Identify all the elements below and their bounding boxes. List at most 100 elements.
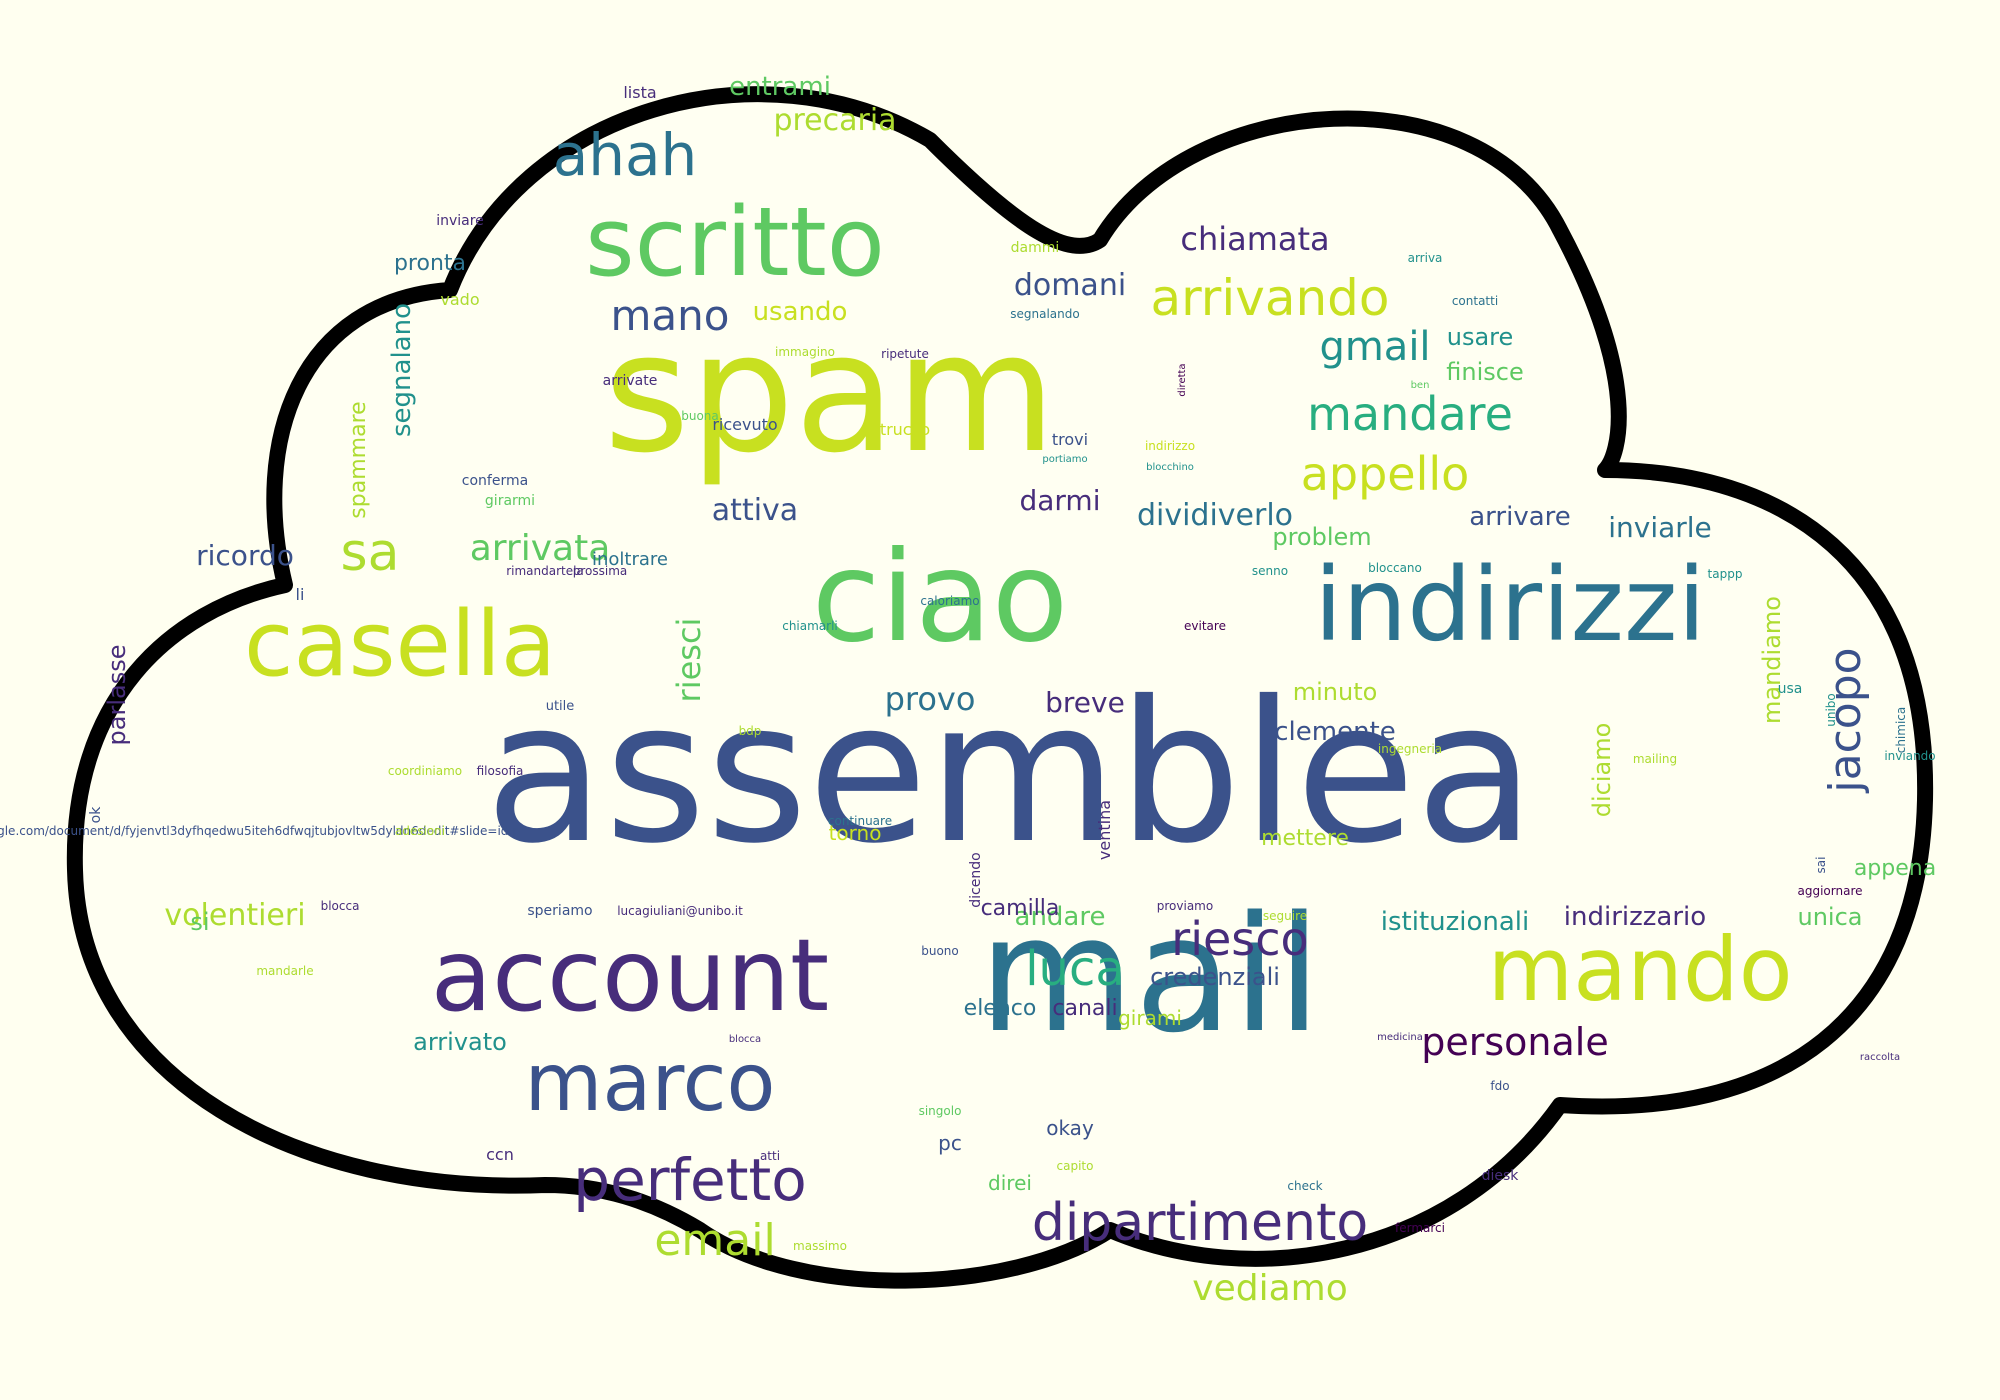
cloud-word: pc (938, 1131, 962, 1155)
cloud-word: camilla (981, 896, 1060, 921)
cloud-word: mando (1487, 918, 1792, 1021)
cloud-word: senno (1252, 564, 1288, 578)
cloud-word: segnalando (1010, 307, 1079, 321)
cloud-word: usando (753, 297, 848, 327)
cloud-word: chiamata (1180, 220, 1329, 258)
cloud-word: mail (979, 881, 1322, 1068)
cloud-word: inviare (436, 213, 484, 229)
cloud-word: mandare (1307, 387, 1513, 441)
cloud-word: portiamo (1042, 454, 1087, 465)
cloud-word: pronta (394, 251, 466, 276)
cloud-word: arrivando (1150, 269, 1389, 327)
cloud-word: ccn (486, 1145, 514, 1164)
cloud-word: li (296, 585, 305, 604)
cloud-word: mandiamo (1758, 596, 1786, 724)
cloud-word: arrivato (413, 1028, 507, 1056)
cloud-word: okay (1046, 1116, 1094, 1140)
cloud-word: appena (1854, 856, 1936, 881)
cloud-word: seguire (1263, 909, 1307, 923)
cloud-word: breve (1045, 686, 1125, 719)
cloud-word: prossima (573, 564, 628, 578)
cloud-word: ricevuto (712, 415, 777, 434)
cloud-word: singolo (919, 1104, 962, 1118)
cloud-word: inviarle (1608, 511, 1712, 544)
cloud-word: entrami (729, 72, 831, 102)
cloud-word: continuare (828, 814, 892, 828)
cloud-word: riesci (670, 618, 708, 703)
cloud-word: caloriamo (920, 594, 979, 608)
cloud-word: dicendo (968, 852, 984, 907)
cloud-word: check (1287, 1179, 1322, 1193)
cloud-word: provo (885, 680, 976, 718)
cloud-word: blocca (729, 1034, 761, 1045)
cloud-word: si (190, 908, 209, 936)
cloud-word: elenco (964, 996, 1037, 1021)
cloud-word: luca (1025, 941, 1125, 997)
cloud-word: blocchino (1146, 462, 1194, 473)
cloud-word: bloccano (1368, 561, 1422, 575)
cloud-word: mandarle (256, 964, 313, 978)
cloud-word: email (654, 1215, 775, 1266)
cloud-word: darmi (1019, 484, 1100, 517)
cloud-word: trucco (880, 420, 930, 439)
cloud-word: usare (1447, 323, 1514, 351)
cloud-word: tappp (1708, 567, 1743, 581)
cloud-word: indirizzo (1145, 439, 1195, 453)
cloud-word: arrivate (603, 373, 658, 389)
cloud-word: attiva (712, 493, 798, 528)
cloud-word: capito (1057, 1159, 1094, 1173)
cloud-word: assemblea (485, 659, 1535, 886)
cloud-word: speriamo (527, 903, 592, 919)
cloud-word: coordiniamo (388, 764, 462, 778)
cloud-word: bdp (739, 724, 762, 738)
cloud-word: ingegneria (1378, 742, 1442, 756)
cloud-word: evitare (1184, 619, 1226, 633)
cloud-word: account (431, 917, 829, 1034)
cloud-word: istituzionali (1381, 907, 1530, 937)
cloud-word: jacopo (1820, 647, 1871, 793)
cloud-word: scritto (585, 188, 885, 298)
cloud-word: rimandartela (506, 564, 584, 578)
cloud-word: parlasse (103, 645, 131, 746)
cloud-word: sa (341, 523, 400, 583)
cloud-word: https://docs.google.com/document/d/fyjen… (0, 824, 520, 838)
cloud-word: gmail (1319, 324, 1430, 370)
cloud-word: mettere (1261, 826, 1349, 851)
cloud-word: clemente (1274, 717, 1396, 747)
cloud-word: immagino (775, 345, 835, 359)
cloud-word: ciao (812, 525, 1069, 670)
cloud-word: diretta (1177, 363, 1188, 396)
cloud-word: arriva (1408, 251, 1443, 265)
cloud-word: riesco (1171, 912, 1308, 966)
cloud-word: indirizzi (1314, 546, 1706, 665)
cloud-word: ventina (1095, 800, 1114, 860)
cloud-word: vado (440, 290, 479, 309)
cloud-word: dividiverlo (1137, 498, 1293, 533)
cloud-word: ricordo (196, 539, 294, 572)
cloud-word: spam (604, 297, 1057, 489)
cloud-word: massimo (793, 1239, 847, 1253)
cloud-word: arrivare (1469, 502, 1571, 532)
cloud-word: usa (1778, 681, 1803, 697)
cloud-word: volentieri (164, 898, 305, 933)
cloud-word: inoltrare (592, 549, 668, 570)
cloud-word: sai (1814, 857, 1828, 874)
cloud-word: mano (611, 291, 730, 340)
cloud-word: chimica (1894, 707, 1908, 754)
cloud-word: conferma (462, 473, 528, 489)
cloud-word: credenziali (1150, 963, 1280, 991)
cloud-word: diesk (1482, 1168, 1520, 1184)
cloud-outline (66, 86, 1934, 1289)
cloud-word: filosofia (477, 764, 524, 778)
cloud-word: chiamarli (782, 619, 838, 633)
cloud-word: inviando (1884, 749, 1935, 763)
cloud-word: torno (829, 821, 882, 845)
cloud-word: appello (1301, 447, 1470, 501)
cloud-word: girami (1118, 1006, 1182, 1030)
cloud-word: dammi (1011, 240, 1060, 256)
cloud-word: personale (1421, 1020, 1608, 1064)
cloud-word: contatti (1452, 294, 1498, 308)
cloud-word: marco (524, 1036, 775, 1129)
cloud-word: trovi (1052, 430, 1088, 449)
